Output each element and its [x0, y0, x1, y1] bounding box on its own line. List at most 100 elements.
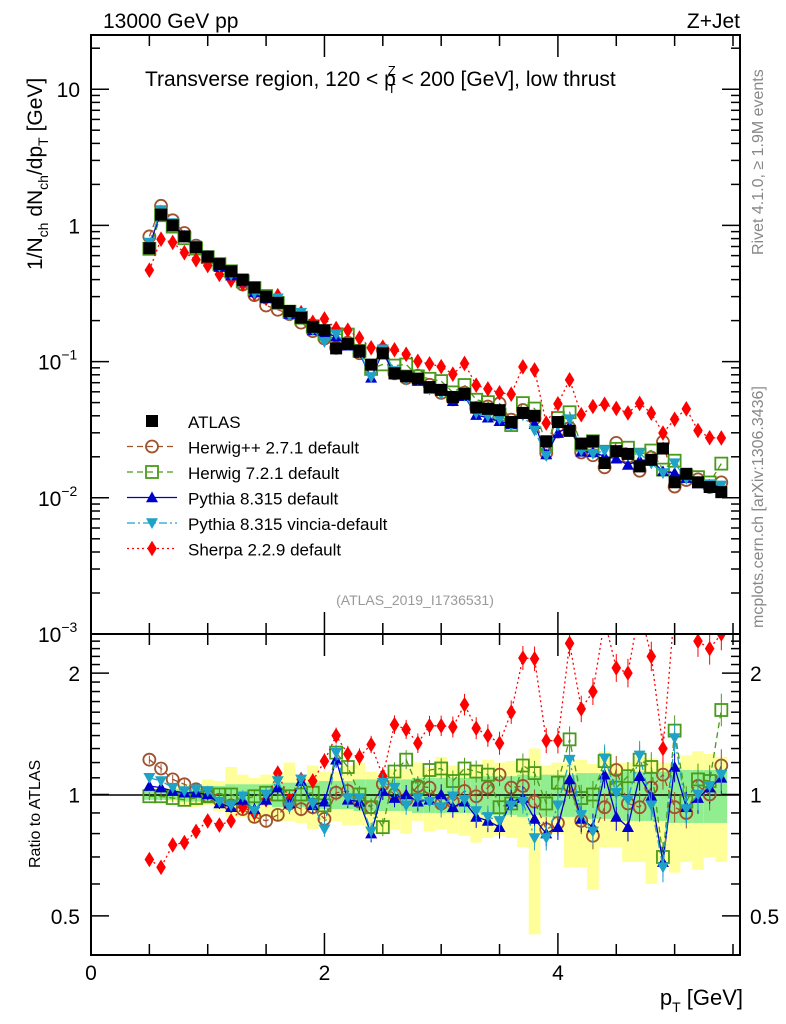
main-panel: 10 1 10−1 10−2 10−3 Transverse region, 120 <…	[24, 34, 741, 647]
ratio-point	[635, 600, 645, 616]
legend-marker	[145, 465, 159, 479]
data-point	[411, 372, 424, 385]
data-point	[541, 415, 552, 431]
data-point	[551, 416, 564, 429]
legend-marker	[146, 491, 158, 503]
data-point	[714, 456, 729, 471]
plot-title-post: < 200 [GeV], low thrust	[396, 68, 616, 91]
ratio-point	[459, 696, 470, 713]
data-point	[645, 453, 658, 466]
ylabel-part: dN	[24, 190, 47, 223]
ratio-point	[715, 769, 728, 781]
ratio-point	[353, 793, 366, 805]
legend-marker	[147, 540, 157, 557]
x-tick-label: 2	[319, 962, 331, 985]
ratio-point	[248, 806, 261, 818]
legend-marker	[145, 439, 159, 454]
xlabel-sub: T	[672, 999, 681, 1015]
ratio-point	[598, 753, 611, 765]
ratio-y-tick-label: 0.5	[51, 906, 80, 929]
stat-uncertainty-band	[657, 771, 669, 821]
y-tick-label: 10−2	[38, 483, 78, 511]
ratio-y-tick-label-right: 0.5	[750, 906, 779, 929]
ratio-point	[178, 786, 191, 798]
ratio-point	[411, 793, 424, 805]
data-point	[658, 425, 668, 441]
ratio-point	[691, 789, 704, 801]
data-point	[260, 290, 273, 303]
ratio-point	[365, 826, 378, 838]
data-point	[435, 383, 448, 396]
ratio-point	[586, 826, 599, 838]
main-data-layer	[142, 198, 729, 499]
data-point	[588, 398, 598, 415]
data-point	[610, 452, 623, 464]
data-point	[155, 208, 168, 221]
ratio-point	[668, 760, 681, 772]
main-y-ticks: 10 1 10−1 10−2 10−3	[38, 47, 740, 647]
ratio-point	[400, 800, 413, 812]
ratio-data-layer	[142, 600, 729, 883]
ratio-point	[563, 773, 576, 785]
ratio-point	[400, 788, 413, 800]
ratio-point	[623, 665, 633, 681]
y-tick-label: 10−3	[38, 619, 78, 647]
ratio-point	[588, 683, 598, 700]
data-point	[598, 445, 611, 457]
data-point	[483, 381, 493, 397]
ratio-point	[446, 791, 459, 803]
ratio-point	[527, 766, 542, 780]
data-point	[668, 476, 681, 489]
ratio-point	[270, 808, 285, 822]
data-point	[575, 437, 588, 450]
legend-marker	[146, 415, 158, 427]
data-point	[703, 481, 716, 494]
data-point	[586, 448, 599, 460]
data-point	[178, 230, 191, 243]
data-point	[540, 435, 553, 448]
ratio-point	[693, 634, 703, 649]
ratio-point	[354, 749, 365, 765]
ratio-point	[331, 727, 341, 744]
ratio-point	[260, 789, 273, 801]
ratio-point	[551, 800, 564, 812]
legend-item: Herwig++ 2.7.1 default	[127, 439, 359, 458]
ratio-point	[388, 792, 401, 803]
ratio-y-tick-label-right: 1	[750, 785, 762, 808]
ratio-point	[271, 776, 284, 788]
ratio-y-tick-label: 1	[68, 785, 80, 808]
ratio-point	[295, 774, 308, 786]
data-point	[481, 402, 494, 415]
total-uncertainty-band	[645, 758, 658, 884]
data-point	[470, 401, 483, 414]
ratio-point	[551, 821, 564, 832]
xlabel-part: p	[660, 985, 672, 1010]
ratio-y-ticks: 0.5 0.5 1 1 2 2	[51, 633, 779, 956]
data-point	[271, 296, 284, 309]
data-point	[669, 411, 680, 428]
legend-item: Pythia 8.315 default	[127, 490, 339, 509]
data-point	[330, 342, 343, 355]
data-point	[459, 355, 470, 372]
data-point	[586, 435, 599, 448]
ratio-point	[342, 746, 353, 762]
ratio-point	[214, 817, 225, 833]
data-point	[413, 353, 423, 370]
ratio-point	[600, 613, 610, 629]
data-point	[201, 250, 214, 263]
data-point	[516, 406, 529, 419]
xlabel-part: [GeV]	[681, 985, 743, 1010]
ratio-point	[716, 634, 727, 642]
ratio-point	[259, 814, 273, 828]
data-point	[693, 422, 703, 439]
ratio-point	[213, 796, 226, 808]
data-point	[248, 281, 261, 294]
data-point	[691, 476, 704, 489]
ratio-point	[435, 802, 448, 814]
data-point	[551, 427, 564, 438]
plot-title-pre: Transverse region, 120 < p	[145, 68, 396, 91]
ratio-point	[670, 600, 680, 616]
series-line	[148, 238, 722, 439]
ratio-point	[714, 703, 729, 717]
data-point	[191, 252, 201, 268]
